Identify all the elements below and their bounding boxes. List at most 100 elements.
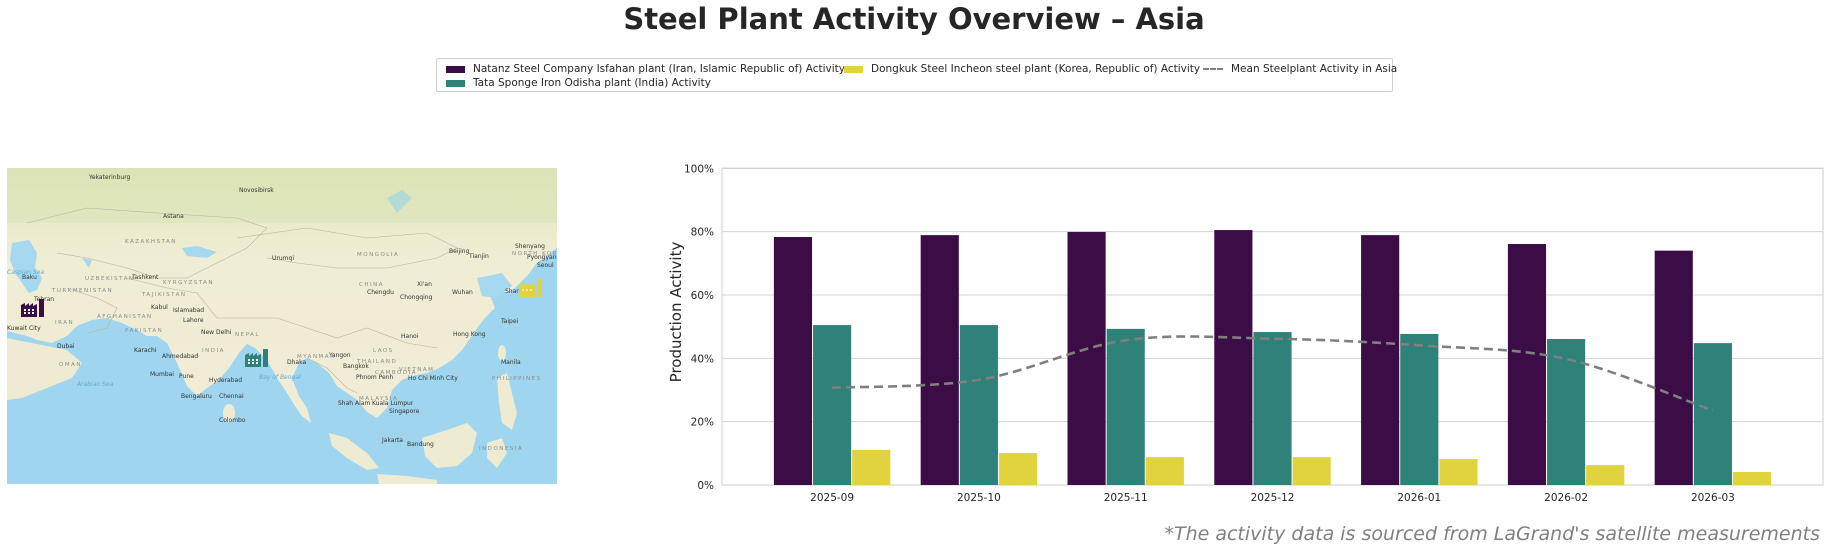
bar-natanz <box>1067 231 1106 485</box>
bars <box>773 230 1772 485</box>
land-java <box>377 474 437 484</box>
svg-text:Kuwait City: Kuwait City <box>7 325 41 332</box>
bar-natanz <box>773 237 813 485</box>
svg-text:Hyderabad: Hyderabad <box>209 377 242 384</box>
bar-natanz <box>1507 243 1547 485</box>
x-tick-label: 2025-11 <box>1104 492 1148 504</box>
x-tick-label: 2025-12 <box>1251 492 1295 504</box>
bar-tata <box>1106 328 1145 485</box>
svg-text:TURKMENISTAN: TURKMENISTAN <box>51 288 113 294</box>
marker-dongkuk[interactable] <box>519 279 542 297</box>
bar-tata <box>813 325 852 485</box>
boreal-tint <box>7 168 557 223</box>
svg-text:THAILAND: THAILAND <box>356 359 397 365</box>
svg-text:Xi'an: Xi'an <box>417 281 432 288</box>
svg-text:LAOS: LAOS <box>373 348 394 354</box>
svg-text:Tianjin: Tianjin <box>468 253 489 260</box>
svg-text:Beijing: Beijing <box>449 248 470 255</box>
svg-text:Yangon: Yangon <box>328 352 351 359</box>
svg-text:Manila: Manila <box>501 359 521 366</box>
legend-dash-mean <box>1203 68 1223 70</box>
y-tick-label: 0% <box>697 480 714 492</box>
y-tick-label: 100% <box>684 163 714 175</box>
svg-text:Hanoi: Hanoi <box>401 333 419 340</box>
land-borneo <box>422 423 477 468</box>
svg-text:CAMBODIA: CAMBODIA <box>375 370 417 376</box>
svg-text:Jakarta: Jakarta <box>381 437 403 444</box>
mean-line <box>832 335 1714 412</box>
bar-natanz <box>1654 250 1693 485</box>
land-sulawesi <box>487 438 507 468</box>
svg-text:Astana: Astana <box>163 213 184 220</box>
legend-label-mean: Mean Steelplant Activity in Asia <box>1231 63 1398 75</box>
svg-text:Chennai: Chennai <box>219 393 244 400</box>
svg-text:Chongqing: Chongqing <box>400 294 433 301</box>
svg-text:Ho Chi Minh City: Ho Chi Minh City <box>408 375 458 382</box>
y-tick-label: 60% <box>691 290 714 302</box>
svg-text:Wuhan: Wuhan <box>452 289 473 296</box>
land-sumatra <box>329 433 379 470</box>
legend-item-natanz: Natanz Steel Company Isfahan plant (Iran… <box>446 63 845 75</box>
svg-text:Kabul: Kabul <box>151 304 168 311</box>
bar-dongkuk <box>1439 459 1478 485</box>
asia-map[interactable]: Yekaterinburg Novosibirsk Astana Urumqi … <box>7 168 557 484</box>
svg-text:Arabian Sea: Arabian Sea <box>76 381 114 388</box>
svg-text:Yekaterinburg: Yekaterinburg <box>88 174 131 181</box>
svg-text:Pyongyang: Pyongyang <box>527 254 557 261</box>
lake-balkhash <box>182 246 217 258</box>
bar-tata <box>1253 332 1292 485</box>
svg-text:Shenyang: Shenyang <box>515 243 545 250</box>
chart-legend: Natanz Steel Company Isfahan plant (Iran… <box>436 58 1397 92</box>
svg-text:OMAN: OMAN <box>59 362 82 368</box>
svg-text:Ahmedabad: Ahmedabad <box>162 353 198 360</box>
svg-text:IRAN: IRAN <box>55 320 74 326</box>
svg-text:Taipei: Taipei <box>500 318 519 325</box>
svg-text:VIETNAM: VIETNAM <box>399 367 434 373</box>
factory-icon <box>21 299 44 317</box>
legend-swatch-tata <box>446 79 465 87</box>
svg-text:Bengaluru: Bengaluru <box>181 393 212 400</box>
marker-tata[interactable] <box>245 349 268 367</box>
svg-text:Kuala Lumpur: Kuala Lumpur <box>372 400 414 407</box>
svg-text:PAKISTAN: PAKISTAN <box>125 328 163 334</box>
svg-text:Bandung: Bandung <box>407 441 434 448</box>
bar-dongkuk <box>852 449 891 485</box>
city-labels: Yekaterinburg Novosibirsk Astana Urumqi … <box>7 174 557 448</box>
legend-label-tata: Tata Sponge Iron Odisha plant (India) Ac… <box>473 77 711 89</box>
svg-text:New Delhi: New Delhi <box>201 329 232 336</box>
factory-icon <box>519 279 542 297</box>
svg-text:Seoul: Seoul <box>537 262 554 269</box>
legend-label-dongkuk: Dongkuk Steel Incheon steel plant (Korea… <box>871 63 1201 75</box>
svg-text:Dhaka: Dhaka <box>287 359 306 366</box>
x-tick-label: 2025-09 <box>810 492 854 504</box>
x-tick-label: 2026-01 <box>1397 492 1441 504</box>
bar-natanz <box>920 235 959 485</box>
svg-text:INDONESIA: INDONESIA <box>479 446 523 452</box>
svg-text:Colombo: Colombo <box>219 417 246 424</box>
svg-text:PHILIPPINES: PHILIPPINES <box>492 376 542 382</box>
svg-text:AFGHANISTAN: AFGHANISTAN <box>97 314 153 320</box>
land-taiwan <box>498 345 506 361</box>
svg-text:UZBEKISTAN: UZBEKISTAN <box>85 276 134 282</box>
y-tick-label: 20% <box>691 417 714 429</box>
bar-dongkuk <box>1586 465 1625 485</box>
sea-labels: Arabian Sea Bay of Bengal Caspian Sea <box>7 269 301 388</box>
factory-icon <box>245 349 268 367</box>
svg-text:Chengdu: Chengdu <box>367 289 394 296</box>
bar-dongkuk <box>1732 472 1772 485</box>
svg-text:Lahore: Lahore <box>183 317 204 324</box>
lake-baikal <box>387 190 412 213</box>
svg-text:Hong Kong: Hong Kong <box>453 331 486 338</box>
land-eurasia <box>7 168 557 423</box>
svg-text:Singapore: Singapore <box>389 408 420 415</box>
legend-swatch-dongkuk <box>844 65 863 73</box>
map-canvas: Yekaterinburg Novosibirsk Astana Urumqi … <box>7 168 557 484</box>
bar-tata <box>1547 339 1586 485</box>
bar-dongkuk <box>998 453 1038 485</box>
land-sri-lanka <box>223 404 235 422</box>
bar-tata <box>1693 343 1732 485</box>
svg-text:Pune: Pune <box>179 373 194 380</box>
svg-text:Urumqi: Urumqi <box>272 255 294 262</box>
aral-sea <box>82 258 92 268</box>
marker-natanz[interactable] <box>21 299 44 317</box>
